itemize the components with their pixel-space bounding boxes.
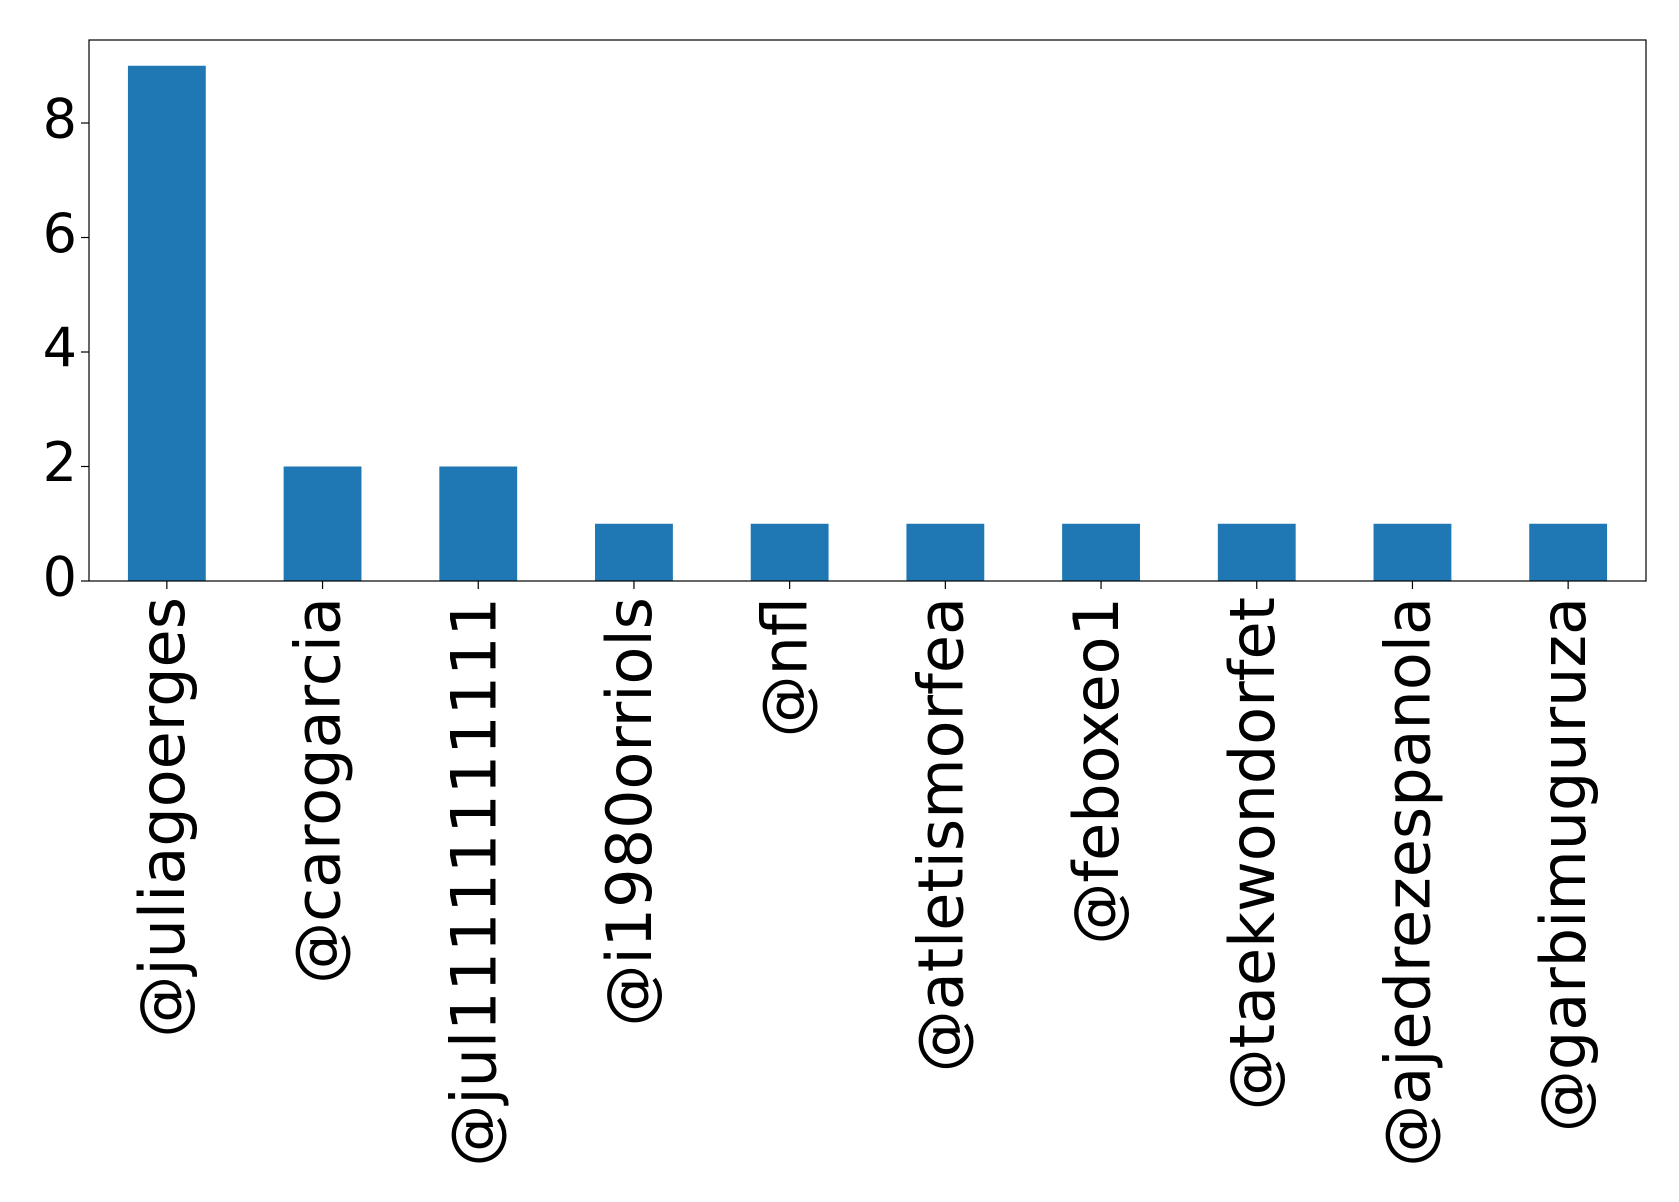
y-tick-label: 8: [43, 88, 77, 151]
bar: [1529, 523, 1608, 581]
bar: [283, 466, 362, 581]
plot-frame: [88, 39, 1647, 582]
bar: [906, 523, 985, 581]
x-tick-label: @atletismorfea: [904, 597, 977, 1072]
y-tick-label: 0: [43, 546, 77, 609]
bar: [127, 65, 206, 581]
x-tick-label: @juliagoerges: [126, 597, 199, 1038]
bar: [1062, 523, 1140, 581]
y-tick-label: 2: [43, 431, 77, 494]
x-tick-label: @taekwondorfet: [1216, 597, 1289, 1110]
x-tick-label: @feboxeo1: [1060, 597, 1133, 945]
bar: [439, 466, 518, 581]
x-tick-label: @ajedrezespanola: [1372, 597, 1445, 1167]
x-tick-label: @i1980orriols: [593, 597, 666, 1027]
bar: [1373, 523, 1452, 581]
y-tick-label: 6: [43, 202, 77, 265]
x-tick-label: @carogarcia: [282, 597, 355, 984]
bar: [750, 523, 829, 581]
bar: [595, 523, 673, 581]
bar: [1217, 523, 1296, 581]
x-tick-label: @garbimuguruza: [1527, 597, 1600, 1132]
y-tick-label: 4: [43, 317, 77, 380]
x-tick-label: @nfl: [749, 597, 822, 737]
x-tick-label: @jul11111111111: [437, 597, 510, 1167]
